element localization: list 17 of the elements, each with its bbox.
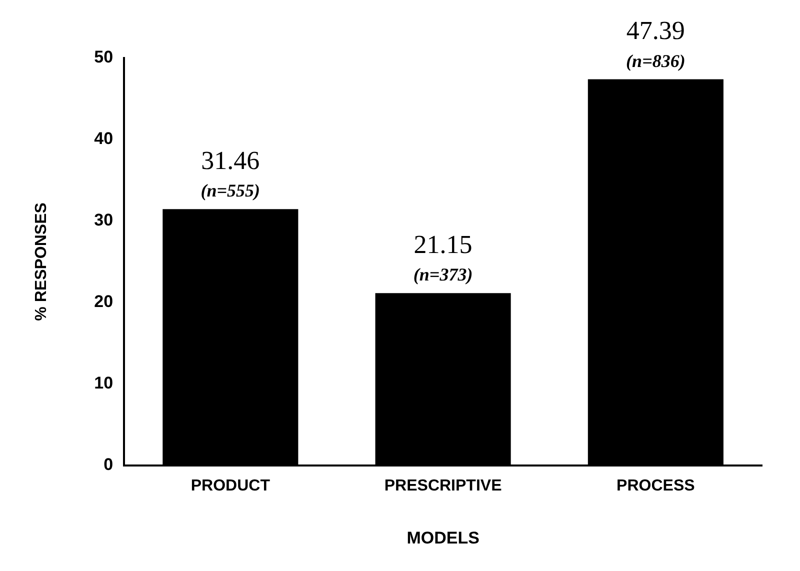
y-tick-label: 0 (104, 455, 114, 474)
y-axis-title: % RESPONSES (33, 202, 50, 321)
x-axis-title: MODELS (406, 528, 480, 548)
y-tick-label: 40 (94, 129, 114, 148)
annotation: (n=836) (626, 50, 686, 71)
y-tick-label: 50 (94, 48, 114, 67)
annotation: (n=373) (413, 264, 473, 285)
annotation: (n=555) (200, 180, 260, 201)
data-label: 21.15 (414, 230, 472, 259)
x-tick-label: PRODUCT (190, 477, 270, 494)
x-tick-label: PROCESS (616, 477, 696, 494)
y-tick-label: 20 (94, 292, 114, 312)
x-tick-label: PRESCRIPTIVE (384, 477, 502, 494)
data-label: 47.39 (626, 16, 685, 46)
y-tick-label: 30 (94, 210, 114, 230)
data-label: 31.46 (201, 146, 260, 175)
y-tick-label: 10 (94, 374, 114, 393)
